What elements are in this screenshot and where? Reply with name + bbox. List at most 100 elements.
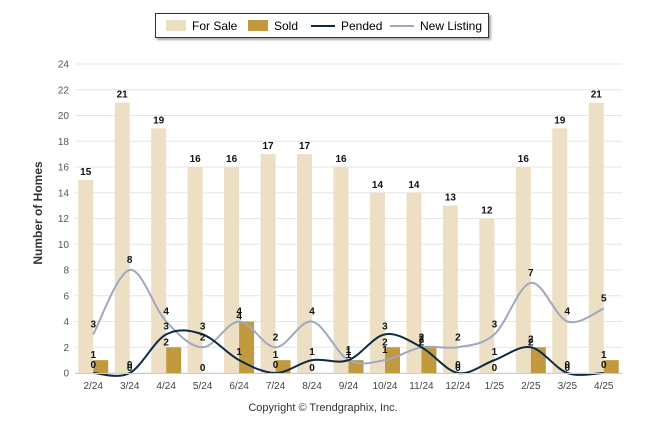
label-for-sale: 12 xyxy=(481,206,493,217)
x-tick-label: 1/25 xyxy=(485,381,505,392)
label-pended: 2 xyxy=(528,334,534,345)
label-for-sale: 14 xyxy=(372,180,384,191)
label-new-listing: 7 xyxy=(528,268,534,279)
label-sold: 0 xyxy=(127,363,133,374)
label-pended: 0 xyxy=(565,360,571,371)
bar-for-sale xyxy=(333,167,349,373)
y-tick-label: 18 xyxy=(58,137,70,148)
bar-for-sale xyxy=(515,167,531,373)
y-tick-label: 22 xyxy=(58,85,70,96)
bar-for-sale xyxy=(442,205,458,373)
bar-for-sale xyxy=(78,179,94,373)
for-sale-swatch xyxy=(166,20,186,31)
x-tick-label: 8/24 xyxy=(302,381,322,392)
label-for-sale: 16 xyxy=(226,154,238,165)
label-sold: 1 xyxy=(273,350,279,361)
label-new-listing: 1 xyxy=(346,345,352,356)
legend-label-sold: Sold xyxy=(274,18,299,33)
label-pended: 0 xyxy=(273,360,279,371)
label-sold: 0 xyxy=(492,363,498,374)
label-pended: 0 xyxy=(601,360,607,371)
legend-item-for-sale[interactable]: For Sale xyxy=(166,14,237,37)
label-pended: 1 xyxy=(492,347,498,358)
label-pended: 3 xyxy=(163,321,169,332)
label-sold: 1 xyxy=(90,350,96,361)
bar-sold xyxy=(93,360,109,373)
label-pended: 1 xyxy=(309,347,315,358)
x-tick-label: 7/24 xyxy=(266,381,286,392)
label-sold: 0 xyxy=(309,363,315,374)
label-for-sale: 16 xyxy=(190,154,202,165)
x-tick-label: 10/24 xyxy=(372,381,397,392)
label-sold: 1 xyxy=(346,350,352,361)
y-tick-label: 8 xyxy=(63,266,69,277)
label-new-listing: 1 xyxy=(382,345,388,356)
label-sold: 4 xyxy=(236,312,242,323)
bar-for-sale xyxy=(114,102,130,373)
legend-label-pended: Pended xyxy=(341,18,383,33)
legend-item-sold[interactable]: Sold xyxy=(248,14,298,37)
label-new-listing: 3 xyxy=(90,319,96,330)
x-tick-label: 12/24 xyxy=(445,381,470,392)
label-new-listing: 5 xyxy=(601,294,607,305)
label-for-sale: 16 xyxy=(518,154,530,165)
x-tick-label: 6/24 xyxy=(229,381,249,392)
bar-for-sale xyxy=(151,128,167,373)
label-for-sale: 19 xyxy=(554,115,566,126)
label-pended: 3 xyxy=(382,321,388,332)
bar-for-sale xyxy=(588,102,604,373)
x-axis: 2/24 3/24 4/24 5/24 6/24 7/24 8/24 9/24 10/24 11/… xyxy=(75,373,622,392)
y-tick-label: 20 xyxy=(58,111,70,122)
legend-item-pended[interactable]: Pended xyxy=(311,14,382,37)
label-for-sale: 14 xyxy=(408,180,420,191)
y-tick-label: 16 xyxy=(58,163,70,174)
label-for-sale: 17 xyxy=(263,141,275,152)
x-tick-label: 3/25 xyxy=(558,381,578,392)
label-new-listing: 3 xyxy=(492,319,498,330)
y-tick-label: 10 xyxy=(58,240,70,251)
bar-for-sale xyxy=(406,192,422,373)
line-pended xyxy=(93,329,604,377)
lines xyxy=(92,269,605,377)
label-pended: 0 xyxy=(455,360,461,371)
legend-label-for-sale: For Sale xyxy=(192,18,238,33)
label-new-listing: 2 xyxy=(273,332,279,343)
x-tick-label: 2/25 xyxy=(521,381,541,392)
x-tick-label: 2/24 xyxy=(83,381,103,392)
label-pended: 2 xyxy=(419,334,425,345)
label-pended: 1 xyxy=(236,347,242,358)
legend-label-new-listing: New Listing xyxy=(420,18,483,33)
legend-item-new-listing[interactable]: New Listing xyxy=(390,14,482,37)
data-labels: 1530121800194321623016414172011741016111… xyxy=(80,90,607,374)
label-new-listing: 4 xyxy=(309,307,315,318)
y-tick-label: 12 xyxy=(58,214,70,225)
x-tick-label: 5/24 xyxy=(193,381,213,392)
x-tick-label: 4/25 xyxy=(594,381,614,392)
x-tick-label: 3/24 xyxy=(120,381,140,392)
label-new-listing: 2 xyxy=(455,332,461,343)
label-sold: 2 xyxy=(163,337,169,348)
x-tick-label: 9/24 xyxy=(339,381,359,392)
bar-for-sale xyxy=(224,167,240,373)
bar-sold xyxy=(166,347,182,373)
y-tick-label: 0 xyxy=(63,369,69,380)
label-new-listing: 4 xyxy=(565,307,571,318)
bar-for-sale xyxy=(552,128,568,373)
copyright-text: Copyright © Trendgraphix, Inc. xyxy=(248,402,398,414)
pended-swatch xyxy=(311,24,335,27)
label-pended: 1 xyxy=(346,347,352,358)
label-for-sale: 21 xyxy=(591,90,603,101)
y-tick-label: 24 xyxy=(58,60,70,71)
label-for-sale: 13 xyxy=(445,193,457,204)
x-tick-label: 4/24 xyxy=(156,381,176,392)
bar-for-sale xyxy=(479,218,495,373)
label-new-listing: 4 xyxy=(236,307,242,318)
label-new-listing: 8 xyxy=(127,255,133,266)
sold-swatch xyxy=(248,20,268,31)
y-tick-label: 2 xyxy=(63,343,69,354)
label-new-listing: 2 xyxy=(200,332,206,343)
label-for-sale: 15 xyxy=(80,167,92,178)
label-for-sale: 19 xyxy=(153,115,165,126)
